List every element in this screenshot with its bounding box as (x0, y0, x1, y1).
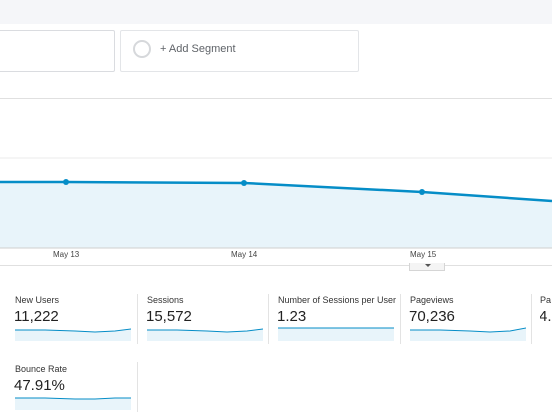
chart-area-fill (0, 182, 552, 248)
metric-new-users[interactable]: New Users 11,222 (14, 295, 139, 351)
overview-chart-panel (0, 98, 552, 266)
metric-label: Number of Sessions per User (278, 295, 397, 305)
sparkline (278, 327, 394, 341)
x-tick-may-13: May 13 (53, 250, 80, 259)
metric-value: 11,222 (14, 308, 59, 325)
metric-label: Bounce Rate (15, 364, 68, 374)
metric-bounce-rate[interactable]: Bounce Rate 47.91% (14, 364, 139, 420)
data-point-may-13[interactable] (63, 179, 69, 185)
segment-circle-icon (133, 40, 151, 58)
overview-line-chart (0, 157, 552, 249)
add-segment-label: + Add Segment (160, 43, 236, 55)
metric-value: 1.23 (277, 308, 307, 325)
metric-value: 47.91% (14, 377, 65, 394)
metric-divider (400, 294, 401, 344)
metric-label: Pa (540, 295, 552, 305)
data-point-may-14[interactable] (241, 180, 247, 186)
metric-divider (137, 362, 138, 412)
metric-pages-per-session[interactable]: Pa 4. (540, 295, 552, 351)
metric-sessions[interactable]: Sessions 15,572 (146, 295, 271, 351)
metric-label: Sessions (147, 295, 184, 305)
metric-divider (268, 294, 269, 344)
metric-label: New Users (15, 295, 60, 305)
metric-value: 70,236 (409, 308, 455, 325)
metric-label: Pageviews (410, 295, 454, 305)
metric-divider (137, 294, 138, 344)
sparkline (147, 328, 263, 341)
chevron-down-icon (425, 264, 431, 267)
segment-all-users-card[interactable] (0, 30, 115, 72)
chart-collapse-tab[interactable] (409, 263, 445, 271)
segment-bar: + Add Segment (0, 24, 552, 98)
x-tick-may-15: May 15 (410, 250, 437, 259)
metric-sessions-per-user[interactable]: Number of Sessions per User 1.23 (277, 295, 402, 351)
sparkline (410, 327, 526, 341)
add-segment-button[interactable]: + Add Segment (120, 30, 359, 72)
sparkline (15, 328, 131, 341)
top-band (0, 0, 552, 25)
metric-value: 15,572 (146, 308, 192, 325)
metric-divider (531, 294, 532, 344)
metric-value: 4. (540, 308, 552, 325)
sparkline (15, 397, 131, 410)
data-point-may-15[interactable] (419, 189, 425, 195)
x-tick-may-14: May 14 (231, 250, 258, 259)
metric-pageviews[interactable]: Pageviews 70,236 (409, 295, 534, 351)
